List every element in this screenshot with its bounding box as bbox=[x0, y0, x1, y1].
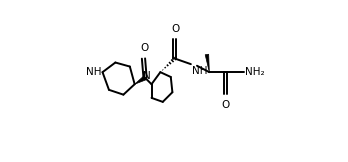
Polygon shape bbox=[135, 76, 146, 84]
Polygon shape bbox=[205, 54, 209, 72]
Text: NH: NH bbox=[192, 66, 207, 76]
Text: N: N bbox=[143, 71, 151, 81]
Text: NH₂: NH₂ bbox=[245, 67, 264, 77]
Text: O: O bbox=[172, 24, 180, 34]
Text: O: O bbox=[221, 100, 230, 110]
Text: O: O bbox=[140, 43, 148, 53]
Text: NH: NH bbox=[86, 67, 102, 77]
